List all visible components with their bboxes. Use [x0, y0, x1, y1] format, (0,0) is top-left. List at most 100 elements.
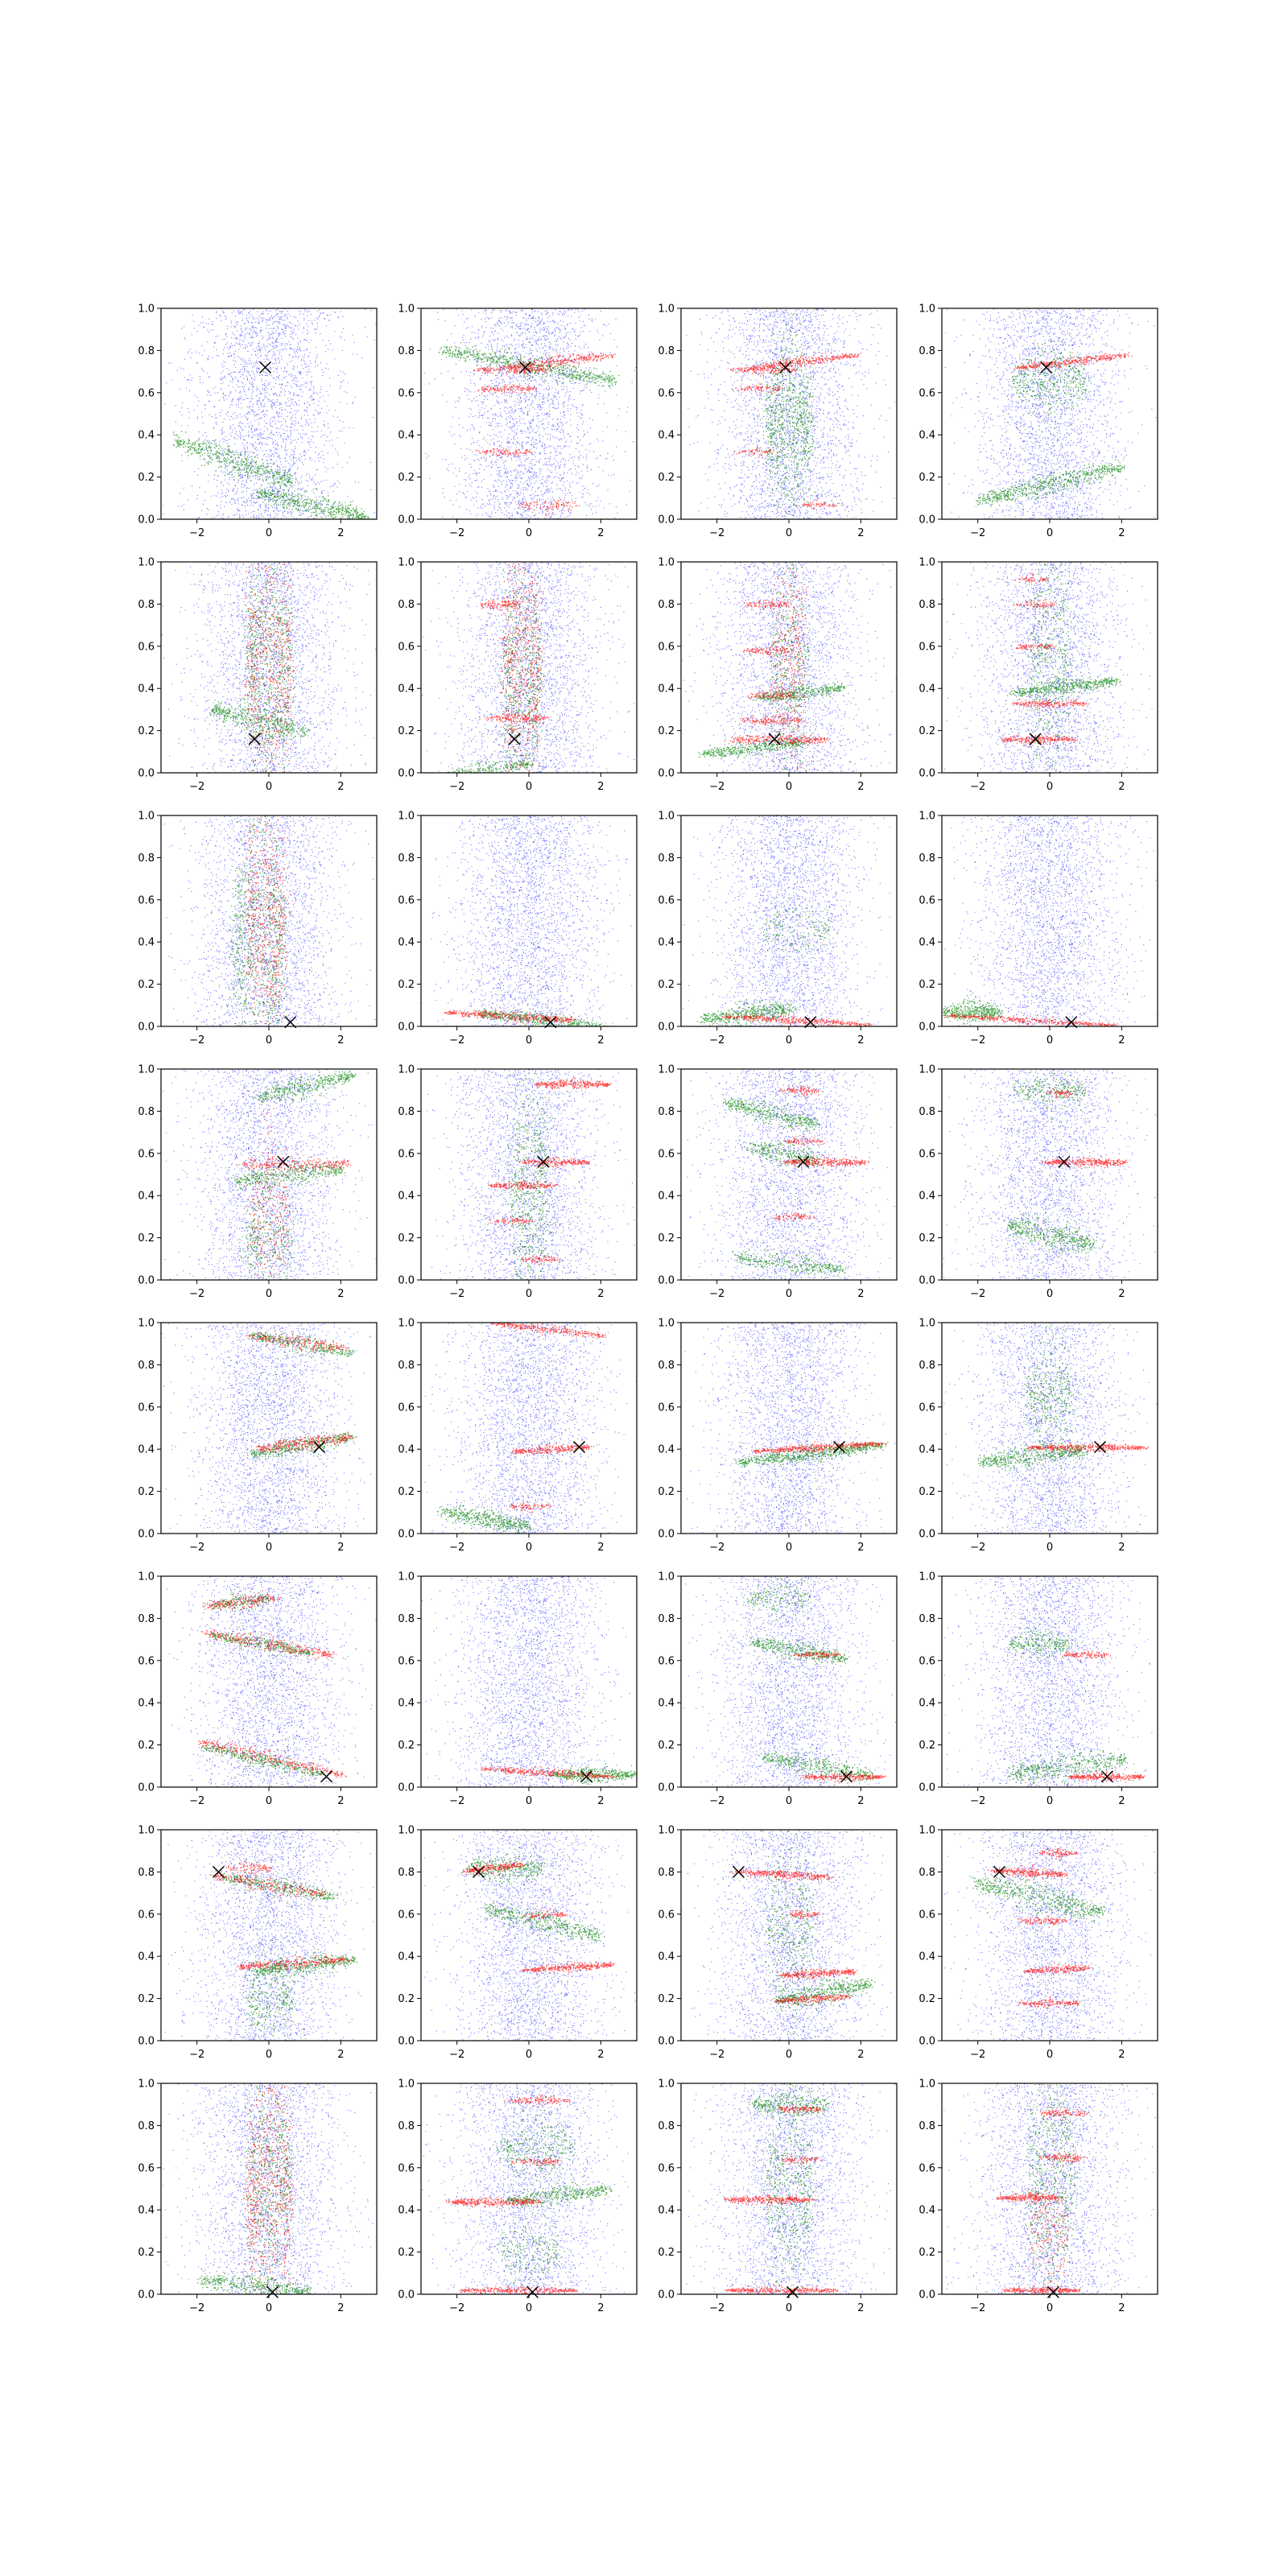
y-tick-label: 0.2 — [398, 1232, 415, 1245]
y-tick-label: 0.0 — [658, 2036, 675, 2048]
y-tick-label: 0.2 — [658, 1740, 675, 1752]
y-tick-label: 0.0 — [658, 1529, 675, 1541]
scatter-panel-r6-c2: −2 0 20.00.20.40.60.81.0 — [398, 1571, 642, 1808]
blue-series-points — [425, 1323, 637, 1534]
y-tick-label: 0.4 — [919, 937, 935, 949]
y-tick-label: 0.2 — [919, 725, 935, 737]
axes-frame — [942, 1576, 1158, 1787]
y-tick-label: 1.0 — [919, 1318, 935, 1330]
x-tick-label: 2 — [1118, 527, 1125, 539]
y-tick-label: 0.2 — [919, 1232, 935, 1245]
y-tick-label: 0.4 — [398, 937, 415, 949]
scatter-panel-r3-c3: −2 0 20.00.20.40.60.81.0 — [658, 811, 897, 1047]
y-tick-label: 1.0 — [398, 1318, 415, 1330]
x-tick-label: 2 — [337, 1034, 344, 1046]
x-tick-label: 2 — [1118, 1034, 1125, 1046]
y-tick-label: 0.2 — [658, 1486, 675, 1498]
x-tick-label: 0 — [266, 1542, 272, 1554]
y-tick-label: 0.6 — [398, 1148, 415, 1160]
y-tick-label: 0.2 — [138, 1993, 155, 2005]
x-tick-label: 0 — [786, 527, 792, 539]
green-series-points — [759, 310, 815, 521]
scatter-panel-r6-c4: −2 0 20.00.20.40.60.81.0 — [919, 1571, 1158, 1808]
y-tick-label: 0.8 — [138, 345, 155, 357]
scatter-panel-r3-c1: −2 0 20.00.20.40.60.81.0 — [138, 811, 377, 1047]
y-tick-label: 0.4 — [658, 937, 675, 949]
y-tick-label: 0.0 — [919, 1022, 935, 1034]
x-tick-label: −2 — [189, 2302, 204, 2314]
y-tick-label: 0.8 — [138, 1613, 155, 1625]
x-tick-label: 2 — [1118, 2049, 1125, 2061]
y-tick-label: 0.0 — [658, 514, 675, 526]
y-tick-label: 0.8 — [398, 599, 415, 611]
x-tick-label: 2 — [597, 2302, 604, 2314]
y-tick-label: 0.0 — [919, 1529, 935, 1541]
y-tick-label: 0.2 — [658, 1232, 675, 1245]
y-tick-label: 0.8 — [658, 345, 675, 357]
x-tick-label: 0 — [1046, 1288, 1053, 1300]
x-tick-label: −2 — [970, 2302, 985, 2314]
y-tick-label: 0.4 — [658, 2205, 675, 2217]
y-tick-label: 0.6 — [398, 387, 415, 399]
scatter-panel-r4-c4: −2 0 20.00.20.40.60.81.0 — [919, 1064, 1158, 1301]
x-tick-label: −2 — [709, 1795, 724, 1807]
y-tick-label: 0.6 — [919, 641, 935, 653]
y-tick-label: 1.0 — [658, 1825, 675, 1837]
y-tick-label: 1.0 — [658, 811, 675, 823]
y-tick-label: 0.6 — [658, 1402, 675, 1414]
y-tick-label: 0.2 — [138, 472, 155, 484]
scatter-panel-r4-c1: −2 0 20.00.20.40.60.81.0 — [138, 1064, 377, 1301]
y-tick-label: 1.0 — [138, 811, 155, 823]
y-tick-label: 0.0 — [919, 1782, 935, 1794]
x-tick-label: −2 — [189, 1288, 204, 1300]
x-tick-label: −2 — [709, 1034, 724, 1046]
y-tick-label: 1.0 — [398, 1825, 415, 1837]
y-tick-label: 0.2 — [398, 1993, 415, 2005]
points-layer — [165, 1830, 374, 2041]
y-tick-label: 0.6 — [138, 387, 155, 399]
points-layer — [682, 562, 897, 774]
y-tick-label: 0.6 — [138, 2162, 155, 2174]
y-tick-label: 0.4 — [398, 1444, 415, 1456]
points-layer — [425, 1323, 637, 1534]
red-series-points — [772, 1086, 869, 1221]
y-tick-label: 0.8 — [658, 1360, 675, 1372]
scatter-panel-r3-c2: −2 0 20.00.20.40.60.81.0 — [398, 811, 637, 1047]
y-tick-label: 0.0 — [138, 1022, 155, 1034]
y-tick-label: 0.6 — [138, 1655, 155, 1667]
points-layer — [943, 2083, 1155, 2295]
y-tick-label: 0.2 — [398, 1486, 415, 1498]
y-tick-label: 0.0 — [398, 1529, 415, 1541]
scatter-panel-r5-c1: −2 0 20.00.20.40.60.81.0 — [138, 1318, 377, 1554]
y-tick-label: 0.0 — [138, 1782, 155, 1794]
blue-series-points — [683, 1576, 896, 1788]
y-tick-label: 0.8 — [658, 852, 675, 865]
x-tick-label: 0 — [786, 1542, 792, 1554]
y-tick-label: 1.0 — [658, 303, 675, 316]
y-tick-label: 1.0 — [138, 1571, 155, 1583]
x-tick-label: 2 — [857, 2049, 864, 2061]
y-tick-label: 0.0 — [138, 1275, 155, 1287]
y-tick-label: 0.4 — [138, 1444, 155, 1456]
y-tick-label: 0.0 — [138, 768, 155, 780]
x-tick-label: 0 — [526, 2302, 532, 2314]
red-series-points — [489, 1078, 612, 1265]
y-tick-label: 0.2 — [398, 979, 415, 991]
y-tick-label: 0.8 — [398, 1360, 415, 1372]
x-tick-label: −2 — [970, 527, 985, 539]
y-tick-label: 0.2 — [658, 2247, 675, 2259]
blue-series-points — [164, 815, 376, 1026]
x-tick-label: 0 — [526, 2049, 532, 2061]
x-tick-label: −2 — [970, 1795, 985, 1807]
red-series-points — [479, 563, 548, 772]
y-tick-label: 0.4 — [138, 1698, 155, 1710]
x-tick-label: −2 — [449, 1795, 464, 1807]
y-tick-label: 0.4 — [658, 1191, 675, 1203]
y-tick-label: 0.4 — [398, 1951, 415, 1963]
y-tick-label: 1.0 — [658, 1064, 675, 1076]
y-tick-label: 0.6 — [919, 894, 935, 906]
y-tick-label: 0.8 — [658, 1867, 675, 1879]
red-series-points — [988, 1847, 1092, 2008]
x-tick-label: 0 — [786, 2049, 792, 2061]
y-tick-label: 0.8 — [919, 1360, 935, 1372]
